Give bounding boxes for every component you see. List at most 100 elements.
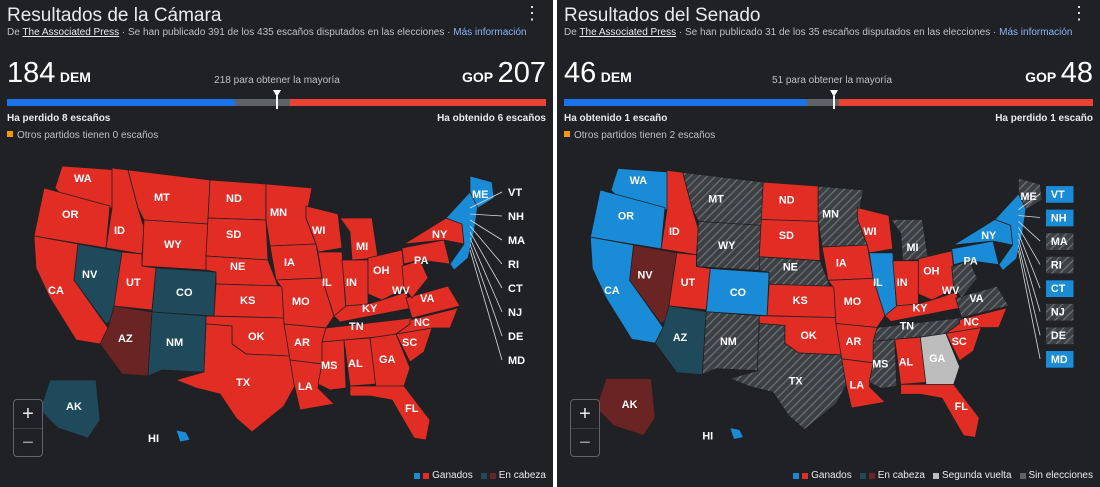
state-ia[interactable] [821, 244, 874, 281]
state-nc[interactable] [945, 307, 1008, 334]
state-nv[interactable] [629, 244, 678, 325]
state-va[interactable] [405, 285, 461, 319]
callout-line-nh [469, 213, 503, 217]
state-nm[interactable] [147, 311, 207, 377]
state-hi[interactable] [729, 427, 745, 440]
more-info-link[interactable]: Más información [453, 27, 527, 38]
others-color-swatch [564, 131, 570, 137]
callout-label-ct: CT [508, 283, 523, 295]
zoom-out-button[interactable]: − [14, 428, 42, 457]
dem-bar-segment [7, 99, 235, 106]
senate-more-options-icon[interactable]: ⋮ [1070, 3, 1088, 23]
gop-change-text: Ha perdido 1 escaño [995, 113, 1093, 124]
state-ky[interactable] [333, 291, 413, 323]
others-seats-text: Otros partidos tienen 2 escaños [564, 130, 715, 141]
legend-label: Ganados [811, 470, 852, 481]
label-va: VA [969, 293, 983, 305]
callout-line-md [1018, 250, 1041, 359]
ap-source-link[interactable]: The Associated Press [579, 27, 677, 38]
state-hi[interactable] [175, 429, 191, 443]
label-sc: SC [952, 336, 967, 348]
house-more-options-icon[interactable]: ⋮ [523, 3, 541, 23]
label-al: AL [899, 357, 914, 369]
senate-results-map[interactable]: WA OR ID MT WY NV UT CO CA AZ NM ND SD N… [557, 148, 1100, 448]
gop-seats-number: 207 [497, 57, 546, 89]
state-tx[interactable] [728, 323, 851, 431]
label-ne: NE [783, 262, 798, 274]
ap-source-link[interactable]: The Associated Press [22, 27, 120, 38]
label-id: ID [114, 225, 125, 237]
callout-label-de: DE [508, 331, 523, 343]
label-ut: UT [681, 277, 696, 289]
label-mt: MT [708, 194, 724, 206]
gop-party-label: GOP [1025, 69, 1057, 85]
house-map-legend: Ganados En cabeza [414, 470, 546, 481]
zoom-out-button[interactable]: − [571, 428, 599, 457]
dem-seat-count: 46 DEM [564, 57, 632, 90]
state-ga[interactable] [919, 332, 961, 387]
more-info-link[interactable]: Más información [999, 27, 1073, 38]
dem-party-label: DEM [600, 69, 632, 85]
label-il: IL [322, 277, 332, 289]
label-az: AZ [118, 333, 133, 345]
callout-label-nh: NH [1051, 212, 1067, 224]
label-wy: WY [164, 239, 182, 251]
senate-source-line: De The Associated Press · Se han publica… [564, 27, 1072, 38]
legend-item-0: Ganados [414, 470, 473, 481]
label-mn: MN [270, 207, 287, 219]
state-nm[interactable] [701, 311, 760, 376]
others-color-swatch [7, 131, 13, 137]
state-ga[interactable] [369, 333, 411, 389]
state-me[interactable] [1018, 177, 1043, 211]
legend-item-2: Segunda vuelta [933, 470, 1012, 481]
legend-label: En cabeza [498, 470, 546, 481]
label-mi: MI [907, 242, 919, 254]
legend-swatch [868, 472, 875, 479]
label-wi: WI [312, 225, 325, 237]
label-wy: WY [718, 240, 736, 252]
house-results-map[interactable]: WA OR ID MT WY NV UT CO CA AZ NM ND SD N… [0, 148, 553, 448]
gop-bar-segment [289, 99, 546, 106]
majority-tick [276, 96, 279, 109]
label-nv: NV [82, 269, 98, 281]
state-nv[interactable] [73, 243, 123, 325]
state-pa[interactable] [401, 239, 451, 265]
state-fl[interactable] [349, 385, 431, 441]
dem-party-label: DEM [59, 69, 91, 85]
state-mi[interactable] [339, 217, 379, 261]
state-mi[interactable] [890, 219, 929, 262]
state-fl[interactable] [900, 384, 980, 438]
dem-change-text: Ha obtenido 1 escaño [564, 113, 668, 124]
legend-item-1: En cabeza [480, 470, 546, 481]
house-source-line: De The Associated Press · Se han publica… [7, 27, 527, 38]
label-ar: AR [846, 336, 862, 348]
house-results-panel: Resultados de la Cámara ⋮ De The Associa… [0, 0, 553, 487]
label-ms: MS [872, 359, 888, 371]
callout-box-ct [1045, 280, 1074, 298]
state-ky[interactable] [884, 291, 963, 322]
label-ky: KY [362, 303, 378, 315]
state-oh[interactable] [917, 250, 957, 301]
callout-box-de [1045, 327, 1074, 345]
state-oh[interactable] [367, 249, 407, 301]
label-sd: SD [226, 229, 241, 241]
state-ia[interactable] [269, 243, 323, 281]
state-va[interactable] [955, 285, 1010, 319]
label-or: OR [618, 210, 634, 222]
legend-swatch [793, 472, 800, 479]
zoom-in-button[interactable]: + [22, 403, 34, 425]
label-nd: ND [226, 193, 242, 205]
dem-bar-segment [564, 99, 808, 106]
state-tx[interactable] [174, 323, 299, 433]
label-oh: OH [923, 265, 939, 277]
senate-zoom-control: + − [570, 399, 600, 457]
state-nc[interactable] [395, 307, 459, 335]
zoom-in-button[interactable]: + [579, 403, 591, 425]
state-pa[interactable] [951, 240, 1000, 266]
state-me[interactable] [469, 175, 495, 209]
callout-line-ri [1018, 227, 1041, 265]
callout-line-nj [1018, 238, 1041, 312]
source-prefix: De [564, 27, 577, 38]
label-ak: AK [66, 401, 82, 413]
callout-box-ri [1045, 256, 1074, 274]
